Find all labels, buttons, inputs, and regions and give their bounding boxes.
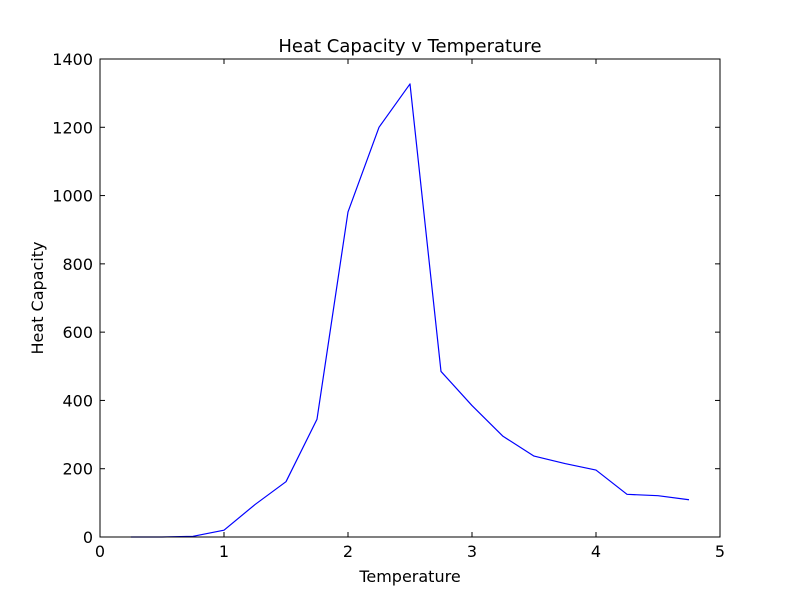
y-tick-label: 1400 (52, 50, 93, 69)
chart-title: Heat Capacity v Temperature (278, 36, 541, 57)
y-tick-label: 800 (62, 255, 93, 274)
plot-area: 0 1 2 3 4 5 0 200 400 600 800 1000 1200 1400 (52, 50, 725, 561)
y-tick-label: 1000 (52, 187, 93, 206)
x-tick-label: 1 (219, 542, 229, 561)
y-tick-label: 200 (62, 460, 93, 479)
x-tick-label: 4 (591, 542, 601, 561)
plot-frame (99, 58, 721, 538)
y-tick-label: 400 (62, 391, 93, 410)
y-tick-label: 0 (83, 528, 93, 547)
x-tick-label: 0 (95, 542, 105, 561)
y-axis-label: Heat Capacity (28, 242, 47, 355)
x-tick-label: 5 (715, 542, 725, 561)
x-tick-label: 2 (343, 542, 353, 561)
y-tick-label: 600 (62, 323, 93, 342)
y-tick-label: 1200 (52, 118, 93, 137)
x-axis-label: Temperature (358, 567, 460, 586)
x-tick-label: 3 (467, 542, 477, 561)
series-line-1 (131, 83, 690, 538)
